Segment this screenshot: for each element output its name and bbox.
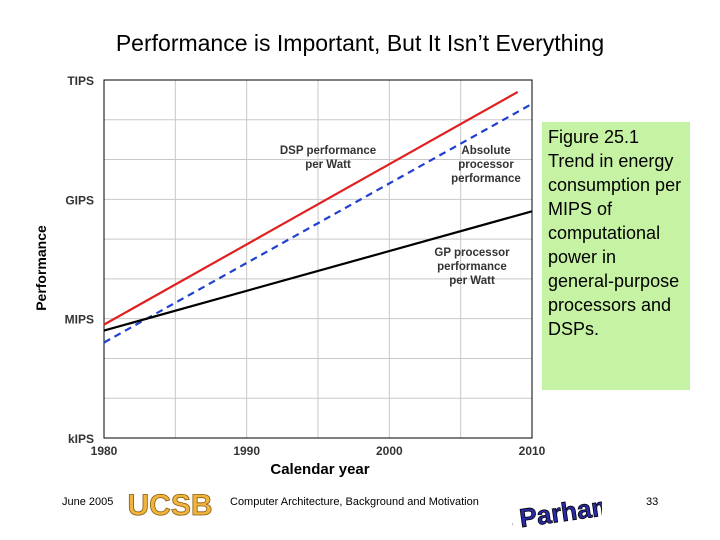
ucsb-logo: UCSB xyxy=(122,484,218,522)
y-axis-label-text: Performance xyxy=(33,225,49,311)
series-label-1: DSP performance per Watt xyxy=(280,145,376,171)
series-line-2 xyxy=(103,102,533,344)
x-tick-label: 1990 xyxy=(233,444,260,458)
x-tick-label: 2010 xyxy=(519,444,546,458)
footer-date: June 2005 xyxy=(62,496,114,508)
author-signature-logo: B Parhami xyxy=(512,489,602,530)
y-tick-label: GIPS xyxy=(65,193,94,207)
y-tick-label: MIPS xyxy=(65,313,94,327)
performance-chart: 1980 1990 2000 2010 kIPS MIPS GIPS TIPS DSP per… xyxy=(33,74,546,478)
slide-title: Performance is Important, But It Isn’t E… xyxy=(115,30,605,56)
y-tick-label: kIPS xyxy=(68,432,94,446)
chart-ticks: 1980 1990 2000 2010 kIPS MIPS GIPS TIPS xyxy=(65,74,546,458)
series-line-1 xyxy=(103,90,519,326)
x-axis-label: Calendar year xyxy=(270,461,369,478)
svg-text:B Parhami: B Parhami xyxy=(512,489,602,530)
series-line-3 xyxy=(103,210,533,332)
chart-grid xyxy=(104,80,532,438)
x-tick-label: 1980 xyxy=(91,444,118,458)
plot-frame xyxy=(103,79,533,439)
y-tick-label: TIPS xyxy=(67,74,94,88)
page-number: 33 xyxy=(646,496,659,508)
x-tick-label: 2000 xyxy=(376,444,403,458)
svg-text:UCSB: UCSB xyxy=(127,489,212,522)
footer-course-title: Computer Architecture, Background and Mo… xyxy=(230,496,479,508)
y-axis-label: Performance xyxy=(33,225,49,311)
figure-caption: Figure 25.1 Trend in energy consumption … xyxy=(542,122,690,390)
series-labels: DSP performance per Watt Absolute processor… xyxy=(280,145,521,287)
series-label-3: GP processor performance per Watt xyxy=(434,247,510,287)
chart-series xyxy=(103,90,533,344)
series-label-2: Absolute processor performance xyxy=(451,145,521,185)
